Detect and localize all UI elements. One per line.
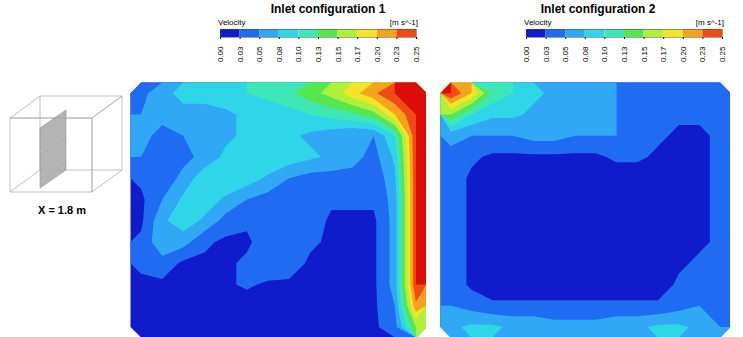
svg-text:0.10: 0.10 — [600, 46, 609, 62]
html-text:Inlet configuration 1: Inlet configuration 1 — [270, 2, 386, 16]
svg-text:0.13: 0.13 — [314, 46, 323, 62]
svg-text:0.23: 0.23 — [698, 46, 707, 62]
svg-text:0.17: 0.17 — [659, 46, 668, 62]
svg-text:0.03: 0.03 — [542, 46, 551, 62]
svg-text:0.25: 0.25 — [412, 46, 421, 62]
svg-text:0.00: 0.00 — [522, 46, 531, 62]
svg-text:0.23: 0.23 — [392, 46, 401, 62]
svg-text:0.13: 0.13 — [620, 46, 629, 62]
svg-text:0.25: 0.25 — [718, 46, 727, 62]
svg-text:0.00: 0.00 — [216, 46, 225, 62]
html-text:[m s^-1]: [m s^-1] — [695, 18, 724, 27]
svg-text:0.20: 0.20 — [679, 46, 688, 62]
svg-text:0.10: 0.10 — [294, 46, 303, 62]
html-text:Velocity: Velocity — [524, 18, 552, 27]
html-text:Velocity: Velocity — [218, 18, 246, 27]
svg-text:0.08: 0.08 — [275, 46, 284, 62]
svg-text:0.08: 0.08 — [581, 46, 590, 62]
html-text:[m s^-1]: [m s^-1] — [389, 18, 418, 27]
svg-text:0.20: 0.20 — [373, 46, 382, 62]
html-text:X = 1.8 m: X = 1.8 m — [38, 204, 86, 216]
svg-text:0.15: 0.15 — [640, 46, 649, 62]
svg-text:0.17: 0.17 — [353, 46, 362, 62]
svg-text:0.03: 0.03 — [236, 46, 245, 62]
svg-text:0.15: 0.15 — [334, 46, 343, 62]
svg-text:0.05: 0.05 — [561, 46, 570, 62]
html-text:Inlet configuration 2: Inlet configuration 2 — [540, 2, 656, 16]
svg-text:0.05: 0.05 — [255, 46, 264, 62]
